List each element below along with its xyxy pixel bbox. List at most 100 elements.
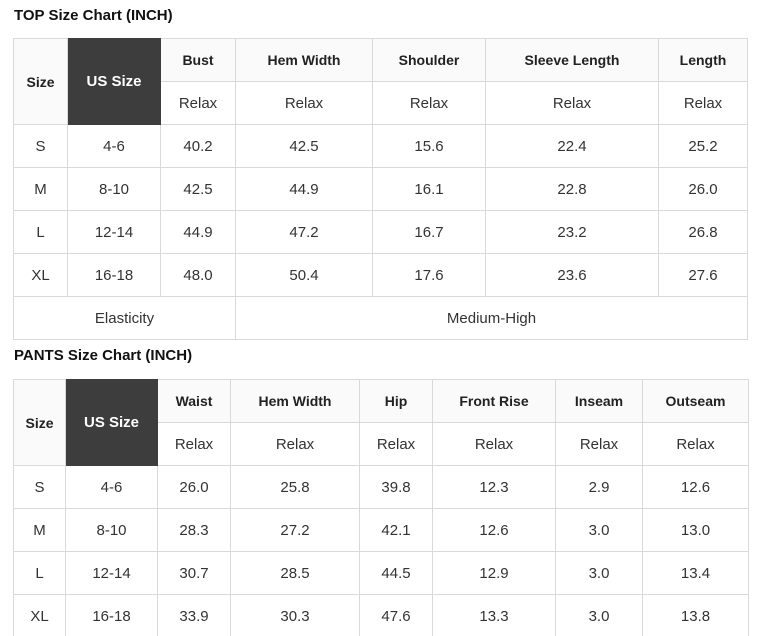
value-cell: 48.0 [160,253,236,297]
value-cell: 25.2 [658,124,748,168]
value-cell: 30.7 [157,551,231,595]
top-col-header-bust: Bust [160,38,236,82]
value-cell: 22.4 [485,124,659,168]
pants-header-row: Size US Size Waist Hem Width Hip Front R… [13,379,749,466]
value-cell: 12.9 [432,551,556,595]
size-cell: M [13,508,66,552]
fit-cell: Relax [642,422,749,466]
value-cell: 2.9 [555,465,643,509]
value-cell: 39.8 [359,465,433,509]
size-cell: S [13,124,68,168]
fit-cell: Relax [157,422,231,466]
value-cell: 44.9 [160,210,236,254]
pants-fit-row: Relax Relax Relax Relax Relax Relax [14,422,749,466]
size-cell: XL [13,594,66,636]
value-cell: 25.8 [230,465,360,509]
value-cell: 50.4 [235,253,373,297]
value-cell: 26.0 [658,167,748,211]
value-cell: 16.7 [372,210,486,254]
value-cell: 3.0 [555,594,643,636]
value-cell: 33.9 [157,594,231,636]
pants-col-header-size: Size [13,379,66,466]
top-elasticity-row: Elasticity Medium-High [13,296,748,340]
us-size-cell: 8-10 [67,167,161,211]
pants-col-header-waist: Waist [157,379,231,423]
pants-col-header-outseam: Outseam [642,379,749,423]
top-col-header-sleeve-length: Sleeve Length [485,38,659,82]
value-cell: 44.9 [235,167,373,211]
top-col-header-length: Length [658,38,748,82]
us-size-cell: 16-18 [65,594,158,636]
value-cell: 12.6 [432,508,556,552]
value-cell: 17.6 [372,253,486,297]
value-cell: 28.5 [230,551,360,595]
top-row-s: S 4-6 40.2 42.5 15.6 22.4 25.2 [13,124,748,168]
fit-cell: Relax [160,81,236,125]
pants-col-header-hip: Hip [359,379,433,423]
value-cell: 23.2 [485,210,659,254]
pants-row-l: L 12-14 30.7 28.5 44.5 12.9 3.0 13.4 [13,551,749,595]
pants-size-table: Size US Size Waist Hem Width Hip Front R… [13,379,749,636]
fit-cell: Relax [230,422,360,466]
value-cell: 27.6 [658,253,748,297]
fit-cell: Relax [432,422,556,466]
elasticity-value: Medium-High [235,296,748,340]
top-header-row: Size US Size Bust Hem Width Shoulder Sle… [13,38,748,125]
top-row-m: M 8-10 42.5 44.9 16.1 22.8 26.0 [13,167,748,211]
value-cell: 23.6 [485,253,659,297]
value-cell: 40.2 [160,124,236,168]
value-cell: 28.3 [157,508,231,552]
size-cell: XL [13,253,68,297]
fit-cell: Relax [359,422,433,466]
us-size-cell: 12-14 [67,210,161,254]
us-size-cell: 8-10 [65,508,158,552]
value-cell: 47.6 [359,594,433,636]
pants-chart-title: PANTS Size Chart (INCH) [14,347,193,364]
elasticity-label: Elasticity [13,296,236,340]
value-cell: 42.5 [160,167,236,211]
value-cell: 13.3 [432,594,556,636]
value-cell: 13.4 [642,551,749,595]
size-cell: M [13,167,68,211]
pants-row-m: M 8-10 28.3 27.2 42.1 12.6 3.0 13.0 [13,508,749,552]
top-size-table: Size US Size Bust Hem Width Shoulder Sle… [13,38,748,340]
value-cell: 12.3 [432,465,556,509]
value-cell: 47.2 [235,210,373,254]
us-size-cell: 16-18 [67,253,161,297]
top-col-header-shoulder: Shoulder [372,38,486,82]
pants-col-header-us-size: US Size [65,379,158,466]
us-size-cell: 12-14 [65,551,158,595]
value-cell: 16.1 [372,167,486,211]
top-row-xl: XL 16-18 48.0 50.4 17.6 23.6 27.6 [13,253,748,297]
value-cell: 22.8 [485,167,659,211]
pants-col-header-hem-width: Hem Width [230,379,360,423]
pants-row-xl: XL 16-18 33.9 30.3 47.6 13.3 3.0 13.8 [13,594,749,636]
top-col-header-size: Size [13,38,68,125]
size-cell: L [13,210,68,254]
pants-row-s: S 4-6 26.0 25.8 39.8 12.3 2.9 12.6 [13,465,749,509]
pants-col-header-front-rise: Front Rise [432,379,556,423]
value-cell: 44.5 [359,551,433,595]
value-cell: 13.8 [642,594,749,636]
fit-cell: Relax [555,422,643,466]
top-col-header-us-size: US Size [67,38,161,125]
fit-cell: Relax [372,81,486,125]
fit-cell: Relax [658,81,748,125]
value-cell: 15.6 [372,124,486,168]
top-row-l: L 12-14 44.9 47.2 16.7 23.2 26.8 [13,210,748,254]
size-cell: L [13,551,66,595]
value-cell: 3.0 [555,551,643,595]
us-size-cell: 4-6 [65,465,158,509]
value-cell: 42.5 [235,124,373,168]
value-cell: 3.0 [555,508,643,552]
value-cell: 27.2 [230,508,360,552]
top-col-header-hem-width: Hem Width [235,38,373,82]
value-cell: 26.8 [658,210,748,254]
fit-cell: Relax [485,81,659,125]
value-cell: 12.6 [642,465,749,509]
fit-cell: Relax [235,81,373,125]
value-cell: 42.1 [359,508,433,552]
value-cell: 30.3 [230,594,360,636]
us-size-cell: 4-6 [67,124,161,168]
size-cell: S [13,465,66,509]
